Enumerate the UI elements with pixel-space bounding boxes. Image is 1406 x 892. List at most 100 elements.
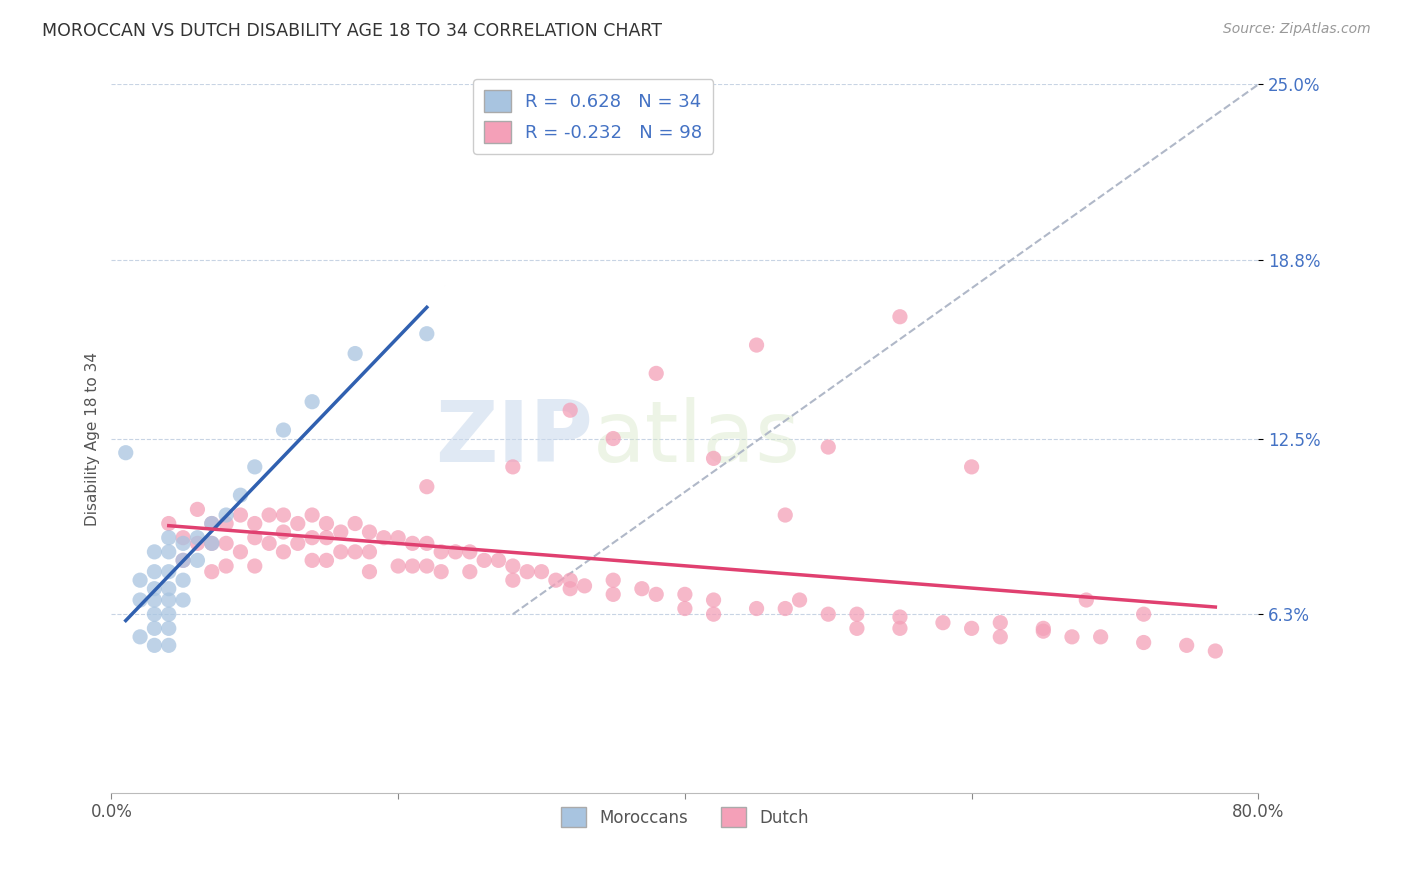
Point [243,559,266,574]
Point [645,367,668,381]
Point [1032,624,1054,639]
Point [257,508,280,522]
Point [143,545,166,559]
Point [430,565,453,579]
Point [315,553,337,567]
Point [645,587,668,601]
Point [157,516,180,531]
Point [143,638,166,652]
Point [329,545,352,559]
Point [430,545,453,559]
Point [502,459,524,474]
Point [401,536,423,550]
Point [960,621,983,635]
Point [416,480,439,494]
Point [157,638,180,652]
Point [988,630,1011,644]
Point [1132,635,1154,649]
Point [114,446,136,460]
Point [186,553,208,567]
Point [301,508,323,522]
Point [186,502,208,516]
Point [243,516,266,531]
Point [143,621,166,635]
Point [602,573,624,587]
Text: MOROCCAN VS DUTCH DISABILITY AGE 18 TO 34 CORRELATION CHART: MOROCCAN VS DUTCH DISABILITY AGE 18 TO 3… [42,22,662,40]
Point [257,536,280,550]
Legend: Moroccans, Dutch: Moroccans, Dutch [554,800,815,834]
Point [157,582,180,596]
Point [344,346,367,360]
Point [201,536,224,550]
Point [373,531,395,545]
Point [387,531,409,545]
Point [359,545,381,559]
Point [201,516,224,531]
Point [703,607,725,622]
Point [1032,621,1054,635]
Point [773,601,796,615]
Point [143,565,166,579]
Point [502,559,524,574]
Point [745,601,768,615]
Point [416,326,439,341]
Point [359,524,381,539]
Point [215,536,238,550]
Point [516,565,538,579]
Point [157,607,180,622]
Point [488,553,510,567]
Point [143,582,166,596]
Point [416,536,439,550]
Point [444,545,467,559]
Point [186,531,208,545]
Point [560,403,582,417]
Point [157,621,180,635]
Point [845,621,868,635]
Point [1076,593,1098,607]
Point [201,536,224,550]
Point [143,607,166,622]
Point [172,536,194,550]
Point [703,451,725,466]
Point [315,531,337,545]
Point [359,565,381,579]
Point [458,545,481,559]
Point [143,593,166,607]
Point [172,553,194,567]
Point [344,545,367,559]
Point [502,573,524,587]
Point [602,432,624,446]
Point [201,565,224,579]
Point [602,587,624,601]
Point [789,593,811,607]
Point [172,573,194,587]
Point [301,553,323,567]
Point [172,593,194,607]
Point [344,516,367,531]
Point [387,559,409,574]
Point [889,310,911,324]
Point [201,516,224,531]
Point [817,440,839,454]
Point [215,508,238,522]
Point [1060,630,1083,644]
Point [287,516,309,531]
Point [157,531,180,545]
Point [273,524,295,539]
Point [186,536,208,550]
Point [817,607,839,622]
Point [172,531,194,545]
Point [673,587,696,601]
Point [229,508,252,522]
Point [273,545,295,559]
Point [301,394,323,409]
Point [229,545,252,559]
Point [673,601,696,615]
Point [932,615,955,630]
Point [273,508,295,522]
Point [1090,630,1112,644]
Point [273,423,295,437]
Text: Source: ZipAtlas.com: Source: ZipAtlas.com [1223,22,1371,37]
Point [1204,644,1226,658]
Point [1132,607,1154,622]
